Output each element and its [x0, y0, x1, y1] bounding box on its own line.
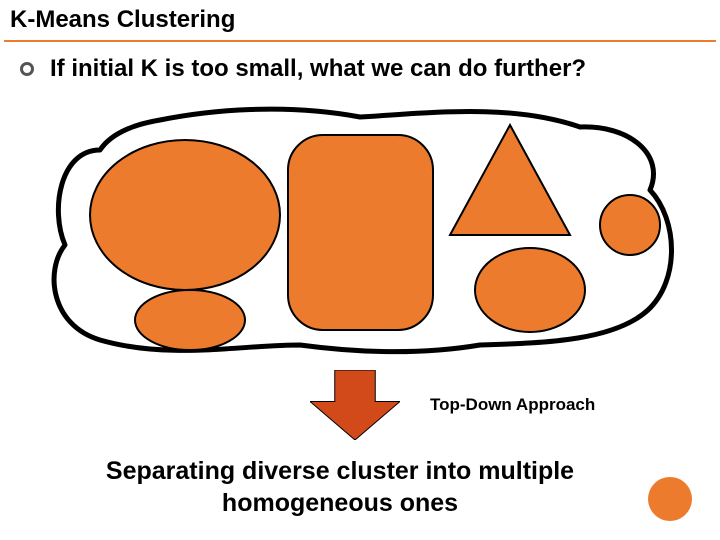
conclusion-line2: homogeneous ones	[222, 489, 458, 517]
cluster-shape-4	[475, 248, 585, 332]
arrow-label: Top-Down Approach	[430, 395, 595, 415]
cluster-shape-3	[450, 125, 570, 235]
cluster-shape-2	[288, 135, 433, 330]
conclusion-text: Separating diverse cluster into multiple…	[60, 455, 620, 519]
cluster-diagram	[40, 95, 680, 365]
question-text: If initial K is too small, what we can d…	[50, 55, 586, 83]
cluster-shape-0	[90, 140, 280, 290]
slide: K-Means Clustering If initial K is too s…	[0, 0, 720, 540]
conclusion-line1: Separating diverse cluster into multiple	[106, 457, 574, 485]
corner-circle-icon	[648, 477, 692, 521]
down-arrow-icon	[310, 370, 400, 440]
slide-title: K-Means Clustering	[10, 6, 235, 34]
cluster-shape-1	[135, 290, 245, 350]
bullet-icon	[20, 62, 34, 76]
title-underline	[4, 40, 716, 42]
cluster-shape-5	[600, 195, 660, 255]
